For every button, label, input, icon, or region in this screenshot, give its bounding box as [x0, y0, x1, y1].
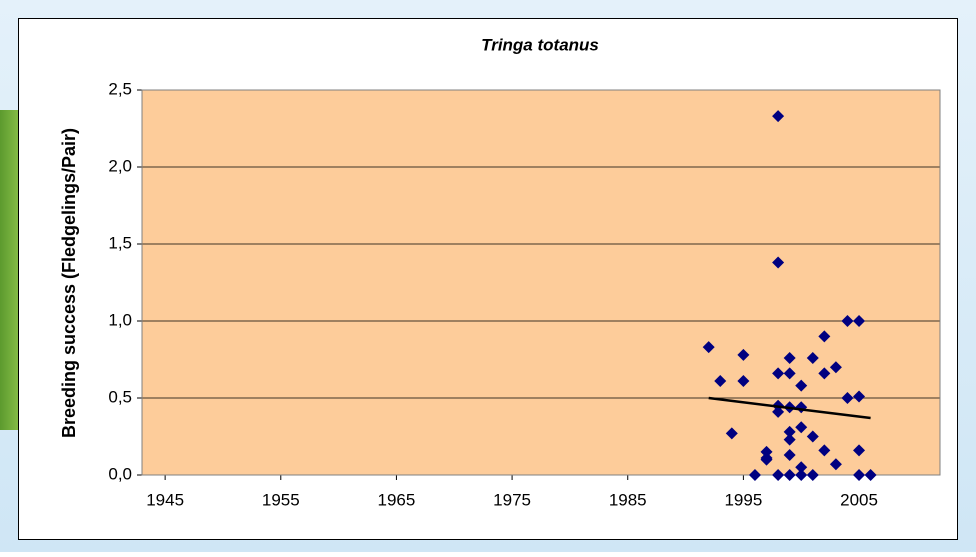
point — [772, 367, 785, 380]
point — [783, 469, 796, 481]
y-tick-label: 1,0 — [108, 310, 132, 329]
point — [795, 379, 808, 392]
point — [864, 469, 877, 481]
x-tick-label: 1975 — [493, 490, 531, 509]
point — [853, 315, 866, 327]
point — [806, 351, 819, 364]
point — [806, 469, 819, 481]
point — [841, 315, 854, 327]
point — [714, 375, 727, 388]
x-tick-label: 1955 — [262, 490, 300, 509]
point — [795, 421, 808, 434]
point — [795, 461, 808, 474]
point — [760, 445, 773, 458]
x-tick-label: 2005 — [840, 490, 878, 509]
point — [795, 469, 808, 481]
plot-area — [142, 90, 940, 475]
point — [748, 469, 761, 481]
point — [829, 458, 842, 471]
x-tick-label: 1965 — [378, 490, 416, 509]
point — [783, 448, 796, 461]
point — [783, 425, 796, 438]
point — [783, 367, 796, 380]
point — [772, 256, 785, 269]
point — [702, 341, 715, 354]
point — [818, 444, 831, 457]
y-tick-label: 1,5 — [108, 233, 132, 252]
point — [818, 367, 831, 380]
point — [725, 427, 738, 440]
point — [772, 110, 785, 123]
y-tick-label: 2,0 — [108, 156, 132, 175]
y-tick-label: 0,0 — [108, 464, 132, 483]
point — [841, 392, 854, 404]
point — [829, 361, 842, 374]
point — [853, 444, 866, 457]
point — [783, 433, 796, 446]
point — [853, 469, 866, 481]
chart-title: Tringa totanus — [481, 35, 599, 54]
point — [760, 453, 773, 466]
point — [818, 330, 831, 343]
side-strip — [0, 110, 22, 430]
x-tick-label: 1985 — [609, 490, 647, 509]
point — [737, 375, 750, 388]
y-tick-label: 0,5 — [108, 387, 132, 406]
point — [806, 430, 819, 443]
trend-line — [708, 396, 871, 420]
point — [737, 348, 750, 361]
y-tick-label: 2,5 — [108, 79, 132, 98]
y-axis-label: Breeding success (Fledgelings/Pair) — [59, 128, 79, 438]
point — [772, 469, 785, 481]
point — [853, 390, 866, 403]
plot-border — [141, 89, 941, 476]
point — [772, 405, 785, 418]
x-tick-label: 1945 — [146, 490, 184, 509]
x-tick-label: 1995 — [724, 490, 762, 509]
point — [783, 351, 796, 364]
